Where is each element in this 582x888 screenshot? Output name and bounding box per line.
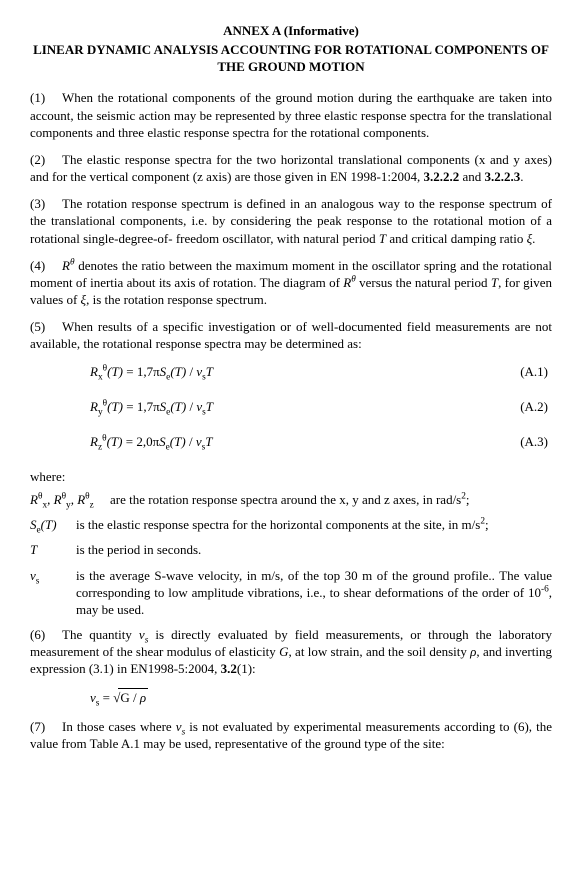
para-ref: 3.2.2.3	[485, 169, 521, 184]
paragraph-6: (6)The quantity vs is directly evaluated…	[30, 626, 552, 677]
sym-R: Rθ	[343, 275, 356, 290]
def-text: is the average S-wave velocity, in m/s, …	[76, 567, 552, 618]
where-header: where:	[30, 468, 552, 485]
annex-label: ANNEX A (Informative)	[30, 22, 552, 39]
paragraph-5: (5)When results of a specific investigat…	[30, 318, 552, 352]
para-text: .	[520, 169, 523, 184]
annex-title: LINEAR DYNAMIC ANALYSIS ACCOUNTING FOR R…	[30, 41, 552, 75]
def-text: are the rotation response spectra around…	[110, 491, 552, 508]
para-text: , is the rotation response spectrum.	[86, 292, 267, 307]
para-text: When the rotational components of the gr…	[30, 90, 552, 139]
paragraph-4: (4)Rθ denotes the ratio between the maxi…	[30, 257, 552, 308]
sym-vs: vs	[176, 719, 185, 734]
paragraph-3: (3)The rotation response spectrum is def…	[30, 195, 552, 246]
equation-a1: Rxθ(T) = 1,7πSe(T) / vsT (A.1)	[30, 363, 552, 380]
equation-number: (A.3)	[520, 433, 552, 450]
sym-R: Rθ	[62, 258, 75, 273]
para-num: (6)	[30, 626, 62, 643]
document-page: ANNEX A (Informative) LINEAR DYNAMIC ANA…	[0, 0, 582, 776]
para-text: and critical damping ratio	[386, 231, 526, 246]
para-text: When results of a specific investigation…	[30, 319, 552, 351]
equation-number: (A.1)	[520, 363, 552, 380]
para-num: (7)	[30, 718, 62, 735]
sym-vs: vs	[139, 627, 148, 642]
def-row: vs is the average S-wave velocity, in m/…	[30, 567, 552, 618]
para-text: versus the natural period	[356, 275, 491, 290]
equation-math: Rxθ(T) = 1,7πSe(T) / vsT	[30, 363, 213, 380]
def-symbol: Rθx, Rθy, Rθz	[30, 491, 110, 508]
def-row: T is the period in seconds.	[30, 541, 552, 558]
para-ref: 3.2	[221, 661, 237, 676]
para-num: (5)	[30, 318, 62, 335]
para-text: (1):	[237, 661, 256, 676]
paragraph-2: (2)The elastic response spectra for the …	[30, 151, 552, 185]
sym-T: T	[491, 275, 498, 290]
def-symbol: T	[30, 541, 76, 558]
equation-vs: vs = √G / ρ	[30, 688, 552, 706]
def-row: Rθx, Rθy, Rθz are the rotation response …	[30, 491, 552, 508]
def-symbol: Se(T)	[30, 516, 76, 533]
equation-a3: Rzθ(T) = 2,0πSe(T) / vsT (A.3)	[30, 433, 552, 450]
def-text: is the period in seconds.	[76, 541, 552, 558]
para-text: The quantity	[62, 627, 139, 642]
para-num: (2)	[30, 151, 62, 168]
para-ref: 3.2.2.2	[424, 169, 460, 184]
def-symbol: vs	[30, 567, 76, 618]
para-num: (3)	[30, 195, 62, 212]
para-text: and	[459, 169, 484, 184]
def-row: Se(T) is the elastic response spectra fo…	[30, 516, 552, 533]
sym-G: G	[279, 644, 288, 659]
def-text: is the elastic response spectra for the …	[76, 516, 552, 533]
equation-math: Rzθ(T) = 2,0πSe(T) / vsT	[30, 433, 212, 450]
para-text: , at low strain, and the soil density	[289, 644, 471, 659]
para-num: (4)	[30, 257, 62, 274]
equation-math: Ryθ(T) = 1,7πSe(T) / vsT	[30, 398, 213, 415]
para-num: (1)	[30, 89, 62, 106]
para-text: In those cases where	[62, 719, 176, 734]
para-text: .	[532, 231, 535, 246]
equation-number: (A.2)	[520, 398, 552, 415]
equation-a2: Ryθ(T) = 1,7πSe(T) / vsT (A.2)	[30, 398, 552, 415]
paragraph-1: (1)When the rotational components of the…	[30, 89, 552, 140]
paragraph-7: (7)In those cases where vs is not evalua…	[30, 718, 552, 752]
